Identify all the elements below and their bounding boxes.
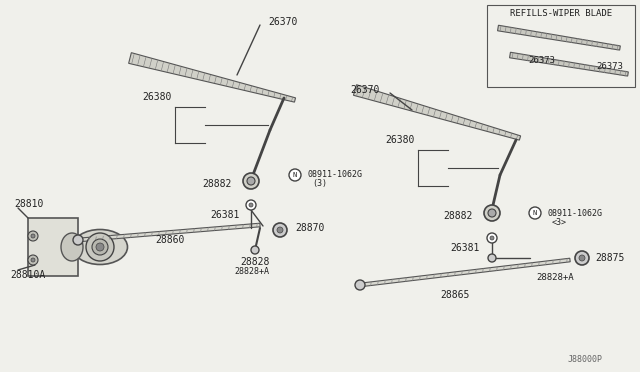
- Text: J88000P: J88000P: [568, 356, 603, 365]
- Polygon shape: [78, 223, 260, 242]
- Circle shape: [28, 231, 38, 241]
- Text: 26370: 26370: [351, 85, 380, 95]
- Polygon shape: [509, 52, 628, 76]
- Circle shape: [92, 239, 108, 255]
- Bar: [487, 5, 635, 87]
- Circle shape: [575, 251, 589, 265]
- Circle shape: [488, 254, 496, 262]
- Text: N: N: [533, 210, 537, 216]
- Text: 28865: 28865: [440, 290, 470, 300]
- Polygon shape: [353, 85, 520, 140]
- Text: 28870: 28870: [295, 223, 324, 233]
- Text: 26380: 26380: [386, 135, 415, 145]
- Text: 28860: 28860: [156, 235, 185, 245]
- Text: 26373: 26373: [529, 55, 556, 64]
- Circle shape: [247, 177, 255, 185]
- Polygon shape: [360, 258, 570, 287]
- Text: 26381: 26381: [451, 243, 480, 253]
- Circle shape: [579, 255, 585, 261]
- Text: 28882: 28882: [444, 211, 473, 221]
- Text: 08911-1062G: 08911-1062G: [548, 208, 603, 218]
- Text: 28882: 28882: [203, 179, 232, 189]
- Circle shape: [246, 200, 256, 210]
- Text: 08911-1062G: 08911-1062G: [308, 170, 363, 179]
- Text: 26380: 26380: [143, 92, 172, 102]
- Text: (3): (3): [312, 179, 327, 187]
- Text: 28828+A: 28828+A: [234, 267, 269, 276]
- Circle shape: [484, 205, 500, 221]
- Circle shape: [251, 246, 259, 254]
- Text: 28875: 28875: [595, 253, 625, 263]
- Circle shape: [86, 233, 114, 261]
- Circle shape: [249, 203, 253, 207]
- Polygon shape: [497, 25, 620, 50]
- Circle shape: [487, 233, 497, 243]
- Circle shape: [28, 255, 38, 265]
- Text: 26370: 26370: [268, 17, 298, 27]
- Polygon shape: [129, 53, 296, 102]
- Circle shape: [289, 169, 301, 181]
- Text: 28810: 28810: [14, 199, 44, 209]
- Circle shape: [73, 235, 83, 245]
- Text: 26373: 26373: [596, 61, 623, 71]
- Circle shape: [243, 173, 259, 189]
- Circle shape: [355, 280, 365, 290]
- Text: 26381: 26381: [211, 210, 240, 220]
- FancyBboxPatch shape: [28, 218, 78, 276]
- Circle shape: [277, 227, 283, 233]
- Text: <3>: <3>: [552, 218, 567, 227]
- Circle shape: [490, 236, 494, 240]
- Text: 28828: 28828: [240, 257, 269, 267]
- Text: N: N: [293, 172, 297, 178]
- Circle shape: [96, 243, 104, 251]
- Circle shape: [488, 209, 496, 217]
- Ellipse shape: [61, 233, 83, 261]
- Ellipse shape: [72, 230, 127, 264]
- Circle shape: [31, 258, 35, 262]
- Circle shape: [273, 223, 287, 237]
- Circle shape: [31, 234, 35, 238]
- Text: REFILLS-WIPER BLADE: REFILLS-WIPER BLADE: [510, 9, 612, 17]
- Circle shape: [529, 207, 541, 219]
- Text: 28828+A: 28828+A: [536, 273, 574, 282]
- Text: 28810A: 28810A: [10, 270, 45, 280]
